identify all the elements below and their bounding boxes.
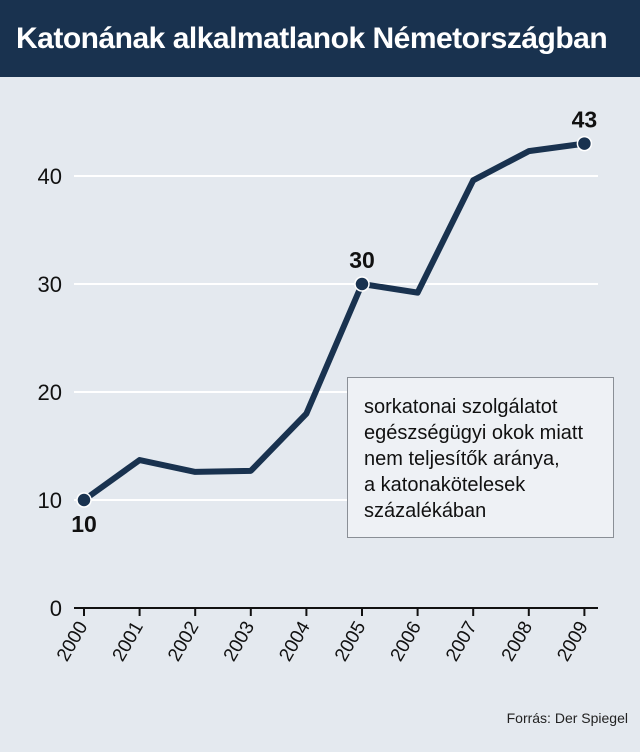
x-tick-label: 2000 <box>53 618 92 665</box>
annotation-line: nem teljesítők aránya, <box>364 448 560 470</box>
x-tick-label: 2005 <box>331 618 370 665</box>
x-tick-label: 2007 <box>442 618 481 665</box>
annotation-line: egészségügyi okok miatt <box>364 422 584 444</box>
data-point-marker <box>354 276 370 292</box>
annotation-line: a katonakötelesek <box>364 474 526 496</box>
data-label: 43 <box>572 107 598 133</box>
annotation-box: sorkatonai szolgálatot egészségügyi okok… <box>347 377 614 538</box>
annotation-line: százalékában <box>364 500 487 522</box>
x-tick-label: 2001 <box>109 618 148 665</box>
x-tick-label: 2009 <box>553 618 592 665</box>
x-tick-label: 2002 <box>164 618 203 665</box>
data-label: 10 <box>71 511 97 537</box>
y-tick-label: 10 <box>38 488 62 513</box>
chart-title: Katonának alkalmatlanok Németországban <box>16 21 608 55</box>
annotation-line: sorkatonai szolgálatot <box>364 396 558 418</box>
data-point-marker <box>576 135 593 152</box>
x-tick-label: 2003 <box>220 618 259 665</box>
y-tick-label: 20 <box>38 380 62 405</box>
y-tick-label: 0 <box>50 596 62 621</box>
y-tick-label: 30 <box>38 272 62 297</box>
x-tick-label: 2008 <box>498 618 537 665</box>
chart-header: Katonának alkalmatlanok Németországban <box>0 0 640 77</box>
line-chart: 0 10 20 30 40 2000 2001 2002 2003 2004 2005 2006 200… <box>38 107 598 665</box>
data-series-line <box>81 140 588 503</box>
data-point-marker <box>76 492 92 508</box>
y-tick-label: 40 <box>38 164 62 189</box>
x-tick-label: 2006 <box>387 618 426 665</box>
x-tick-label: 2004 <box>275 618 315 665</box>
source-note: Forrás: Der Spiegel <box>506 710 628 726</box>
data-label: 30 <box>349 247 375 273</box>
